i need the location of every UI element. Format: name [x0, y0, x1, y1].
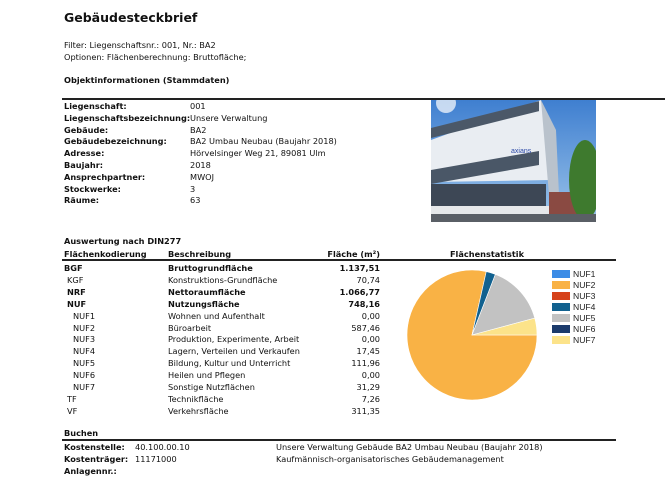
area-value: 0,00: [361, 370, 380, 381]
object-info-label: Stockwerke:: [64, 183, 121, 194]
area-code: TF: [67, 393, 77, 404]
area-description: Nutzungsfläche: [168, 298, 240, 309]
object-info-label: Ansprechpartner:: [64, 171, 146, 182]
legend-label: NUF5: [573, 313, 596, 323]
legend-swatch: [552, 270, 570, 278]
booking-label: Anlagennr.:: [64, 465, 117, 476]
area-description: Heilen und Pflegen: [168, 370, 246, 381]
chart-title: Flächenstatistik: [449, 249, 525, 259]
pie-slice-nuf5: [471, 273, 536, 336]
legend-label: NUF2: [573, 280, 596, 290]
page-title: Gebäudesteckbrief: [64, 10, 198, 25]
area-value: 1.066,77: [339, 286, 380, 297]
area-value: 70,74: [356, 274, 380, 285]
col-header-code: Flächenkodierung: [64, 249, 147, 259]
object-info-value: 3: [190, 183, 196, 194]
area-value: 748,16: [348, 298, 380, 309]
legend-swatch: [552, 303, 570, 311]
object-info-label: Gebäude:: [64, 124, 109, 135]
area-code: NUF3: [73, 334, 96, 345]
legend-swatch: [552, 325, 570, 333]
legend-swatch: [552, 314, 570, 322]
legend-label: NUF1: [573, 269, 596, 279]
object-info-label: Räume:: [64, 195, 100, 206]
area-description: Konstruktions-Grundfläche: [168, 274, 278, 285]
area-value: 0,00: [361, 310, 380, 321]
booking-description: Kaufmännisch-organisatorisches Gebäudema…: [276, 453, 504, 464]
legend-label: NUF3: [573, 291, 596, 301]
area-value: 587,46: [351, 322, 380, 333]
area-description: Wohnen und Aufenthalt: [168, 310, 265, 321]
area-value: 7,26: [361, 393, 380, 404]
area-description: Technikfläche: [168, 393, 224, 404]
area-code: NRF: [67, 286, 86, 297]
area-code: KGF: [67, 274, 84, 285]
area-code: NUF2: [73, 322, 96, 333]
booking-heading: Buchen: [64, 428, 99, 438]
svg-text:axians: axians: [511, 148, 532, 155]
area-value: 17,45: [356, 346, 380, 357]
object-info-heading: Objektinformationen (Stammdaten): [64, 75, 230, 85]
area-value: 111,96: [351, 358, 380, 369]
object-info-value: 2018: [190, 160, 211, 170]
area-description: Büroarbeit: [168, 322, 212, 333]
object-info-label: Gebäudebezeichnung:: [64, 136, 167, 147]
area-value: 0,00: [361, 334, 380, 345]
legend-label: NUF7: [573, 335, 596, 345]
pie-slice-nuf7: [471, 317, 538, 336]
options-text: Optionen: Flächenberechnung: Bruttofläch…: [64, 52, 247, 62]
col-header-area: Fläche (m²): [327, 249, 380, 259]
area-description: Bildung, Kultur und Unterricht: [168, 358, 291, 369]
area-code: NUF5: [73, 358, 96, 369]
area-description: Lagern, Verteilen und Verkaufen: [168, 346, 300, 357]
legend-swatch: [552, 281, 570, 289]
legend-label: NUF6: [573, 324, 596, 334]
booking-description: Unsere Verwaltung Gebäude BA2 Umbau Neub…: [276, 442, 543, 452]
object-info-value: MWOJ: [190, 171, 215, 182]
object-info-value: Hörvelsinger Weg 21, 89081 Ulm: [190, 148, 326, 159]
legend-swatch: [552, 292, 570, 300]
booking-value: 40.100.00.10: [135, 442, 190, 452]
booking-label: Kostenstelle:: [64, 442, 125, 452]
area-code: NUF6: [73, 370, 96, 381]
booking-label: Kostenträger:: [64, 453, 129, 464]
object-info-value: Unsere Verwaltung: [190, 112, 268, 123]
object-info-value: BA2: [190, 124, 207, 135]
filter-text: Filter: Liegenschaftsnr.: 001, Nr.: BA2: [64, 40, 216, 50]
object-info-label: Liegenschaftsbezeichnung:: [64, 112, 191, 123]
legend-swatch: [552, 336, 570, 344]
area-code: BGF: [64, 263, 83, 273]
object-info-label: Adresse:: [64, 148, 105, 159]
divider: [62, 98, 665, 100]
evaluation-heading: Auswertung nach DIN277: [64, 236, 182, 246]
col-header-desc: Beschreibung: [168, 249, 232, 259]
pie-slice-nuf2: [406, 269, 538, 401]
area-description: Nettoraumfläche: [168, 286, 246, 297]
area-value: 1.137,51: [339, 263, 380, 273]
pie-chart: [406, 269, 538, 401]
divider: [62, 259, 616, 261]
area-code: NUF4: [73, 346, 96, 357]
object-info-label: Liegenschaft:: [64, 101, 127, 111]
area-description: Bruttogrundfläche: [168, 263, 253, 273]
area-value: 31,29: [356, 382, 380, 392]
area-description: Sonstige Nutzflächen: [168, 382, 255, 392]
area-code: NUF1: [73, 310, 96, 321]
area-description: Verkehrsfläche: [168, 405, 229, 416]
divider: [62, 439, 616, 441]
area-code: NUF: [67, 298, 87, 309]
object-info-value: BA2 Umbau Neubau (Baujahr 2018): [190, 136, 337, 147]
object-info-value: 001: [190, 101, 206, 111]
building-photo: axians: [431, 93, 601, 222]
area-value: 311,35: [351, 405, 380, 416]
legend-label: NUF4: [573, 302, 596, 312]
area-description: Produktion, Experimente, Arbeit: [168, 334, 300, 345]
area-code: VF: [67, 405, 78, 416]
booking-value: 11171000: [135, 453, 177, 464]
object-info-value: 63: [190, 195, 201, 206]
area-code: NUF7: [73, 382, 96, 392]
object-info-label: Baujahr:: [64, 160, 104, 170]
